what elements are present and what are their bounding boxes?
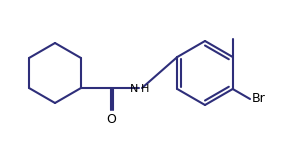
Text: Br: Br	[252, 93, 266, 106]
Text: N: N	[130, 84, 138, 94]
Text: H: H	[141, 84, 149, 94]
Text: O: O	[106, 113, 116, 126]
